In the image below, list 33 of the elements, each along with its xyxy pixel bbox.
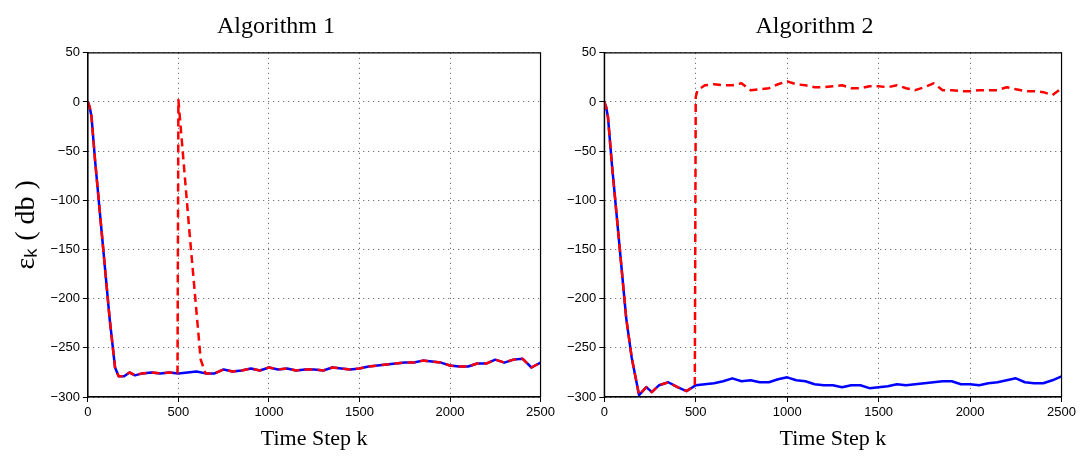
y-tick-label: −100 bbox=[566, 191, 597, 207]
y-tick-label: −250 bbox=[50, 339, 80, 355]
x-tick-label: 1500 bbox=[864, 404, 894, 420]
x-tick-label: 1000 bbox=[772, 404, 802, 420]
y-tick-label: 0 bbox=[72, 93, 80, 109]
x-tick-label: 2500 bbox=[526, 404, 555, 420]
y-tick-label: 0 bbox=[589, 93, 597, 109]
y-tick-label: −300 bbox=[566, 388, 597, 404]
x-tick-label: 2500 bbox=[1047, 404, 1076, 420]
y-axis-title: εₖ ( db ) bbox=[9, 180, 41, 270]
y-tick-label: −200 bbox=[50, 290, 80, 306]
x-tick-label: 2000 bbox=[435, 404, 465, 420]
x-tick-label: 2000 bbox=[955, 404, 985, 420]
x-axis-title: Time Step k bbox=[779, 424, 887, 450]
x-tick-label: 500 bbox=[684, 404, 707, 420]
x-axis-title: Time Step k bbox=[260, 424, 368, 450]
chart-title: Algorithm 2 bbox=[755, 11, 874, 38]
y-tick-label: −300 bbox=[50, 388, 80, 404]
x-tick-label: 500 bbox=[167, 404, 190, 420]
y-tick-label: −100 bbox=[50, 191, 80, 207]
x-tick-label: 1500 bbox=[345, 404, 374, 420]
y-tick-label: 50 bbox=[581, 44, 597, 60]
y-tick-label: −200 bbox=[566, 290, 597, 306]
y-tick-label: 50 bbox=[65, 44, 80, 60]
y-tick-label: −250 bbox=[566, 339, 597, 355]
y-tick-label: −150 bbox=[566, 241, 597, 257]
chart-title: Algorithm 1 bbox=[217, 11, 335, 38]
x-tick-label: 0 bbox=[84, 404, 92, 420]
x-tick-label: 1000 bbox=[254, 404, 284, 420]
x-tick-label: 0 bbox=[600, 404, 608, 420]
y-tick-label: −50 bbox=[574, 142, 597, 158]
y-tick-label: −150 bbox=[50, 241, 80, 257]
y-tick-label: −50 bbox=[57, 142, 80, 158]
